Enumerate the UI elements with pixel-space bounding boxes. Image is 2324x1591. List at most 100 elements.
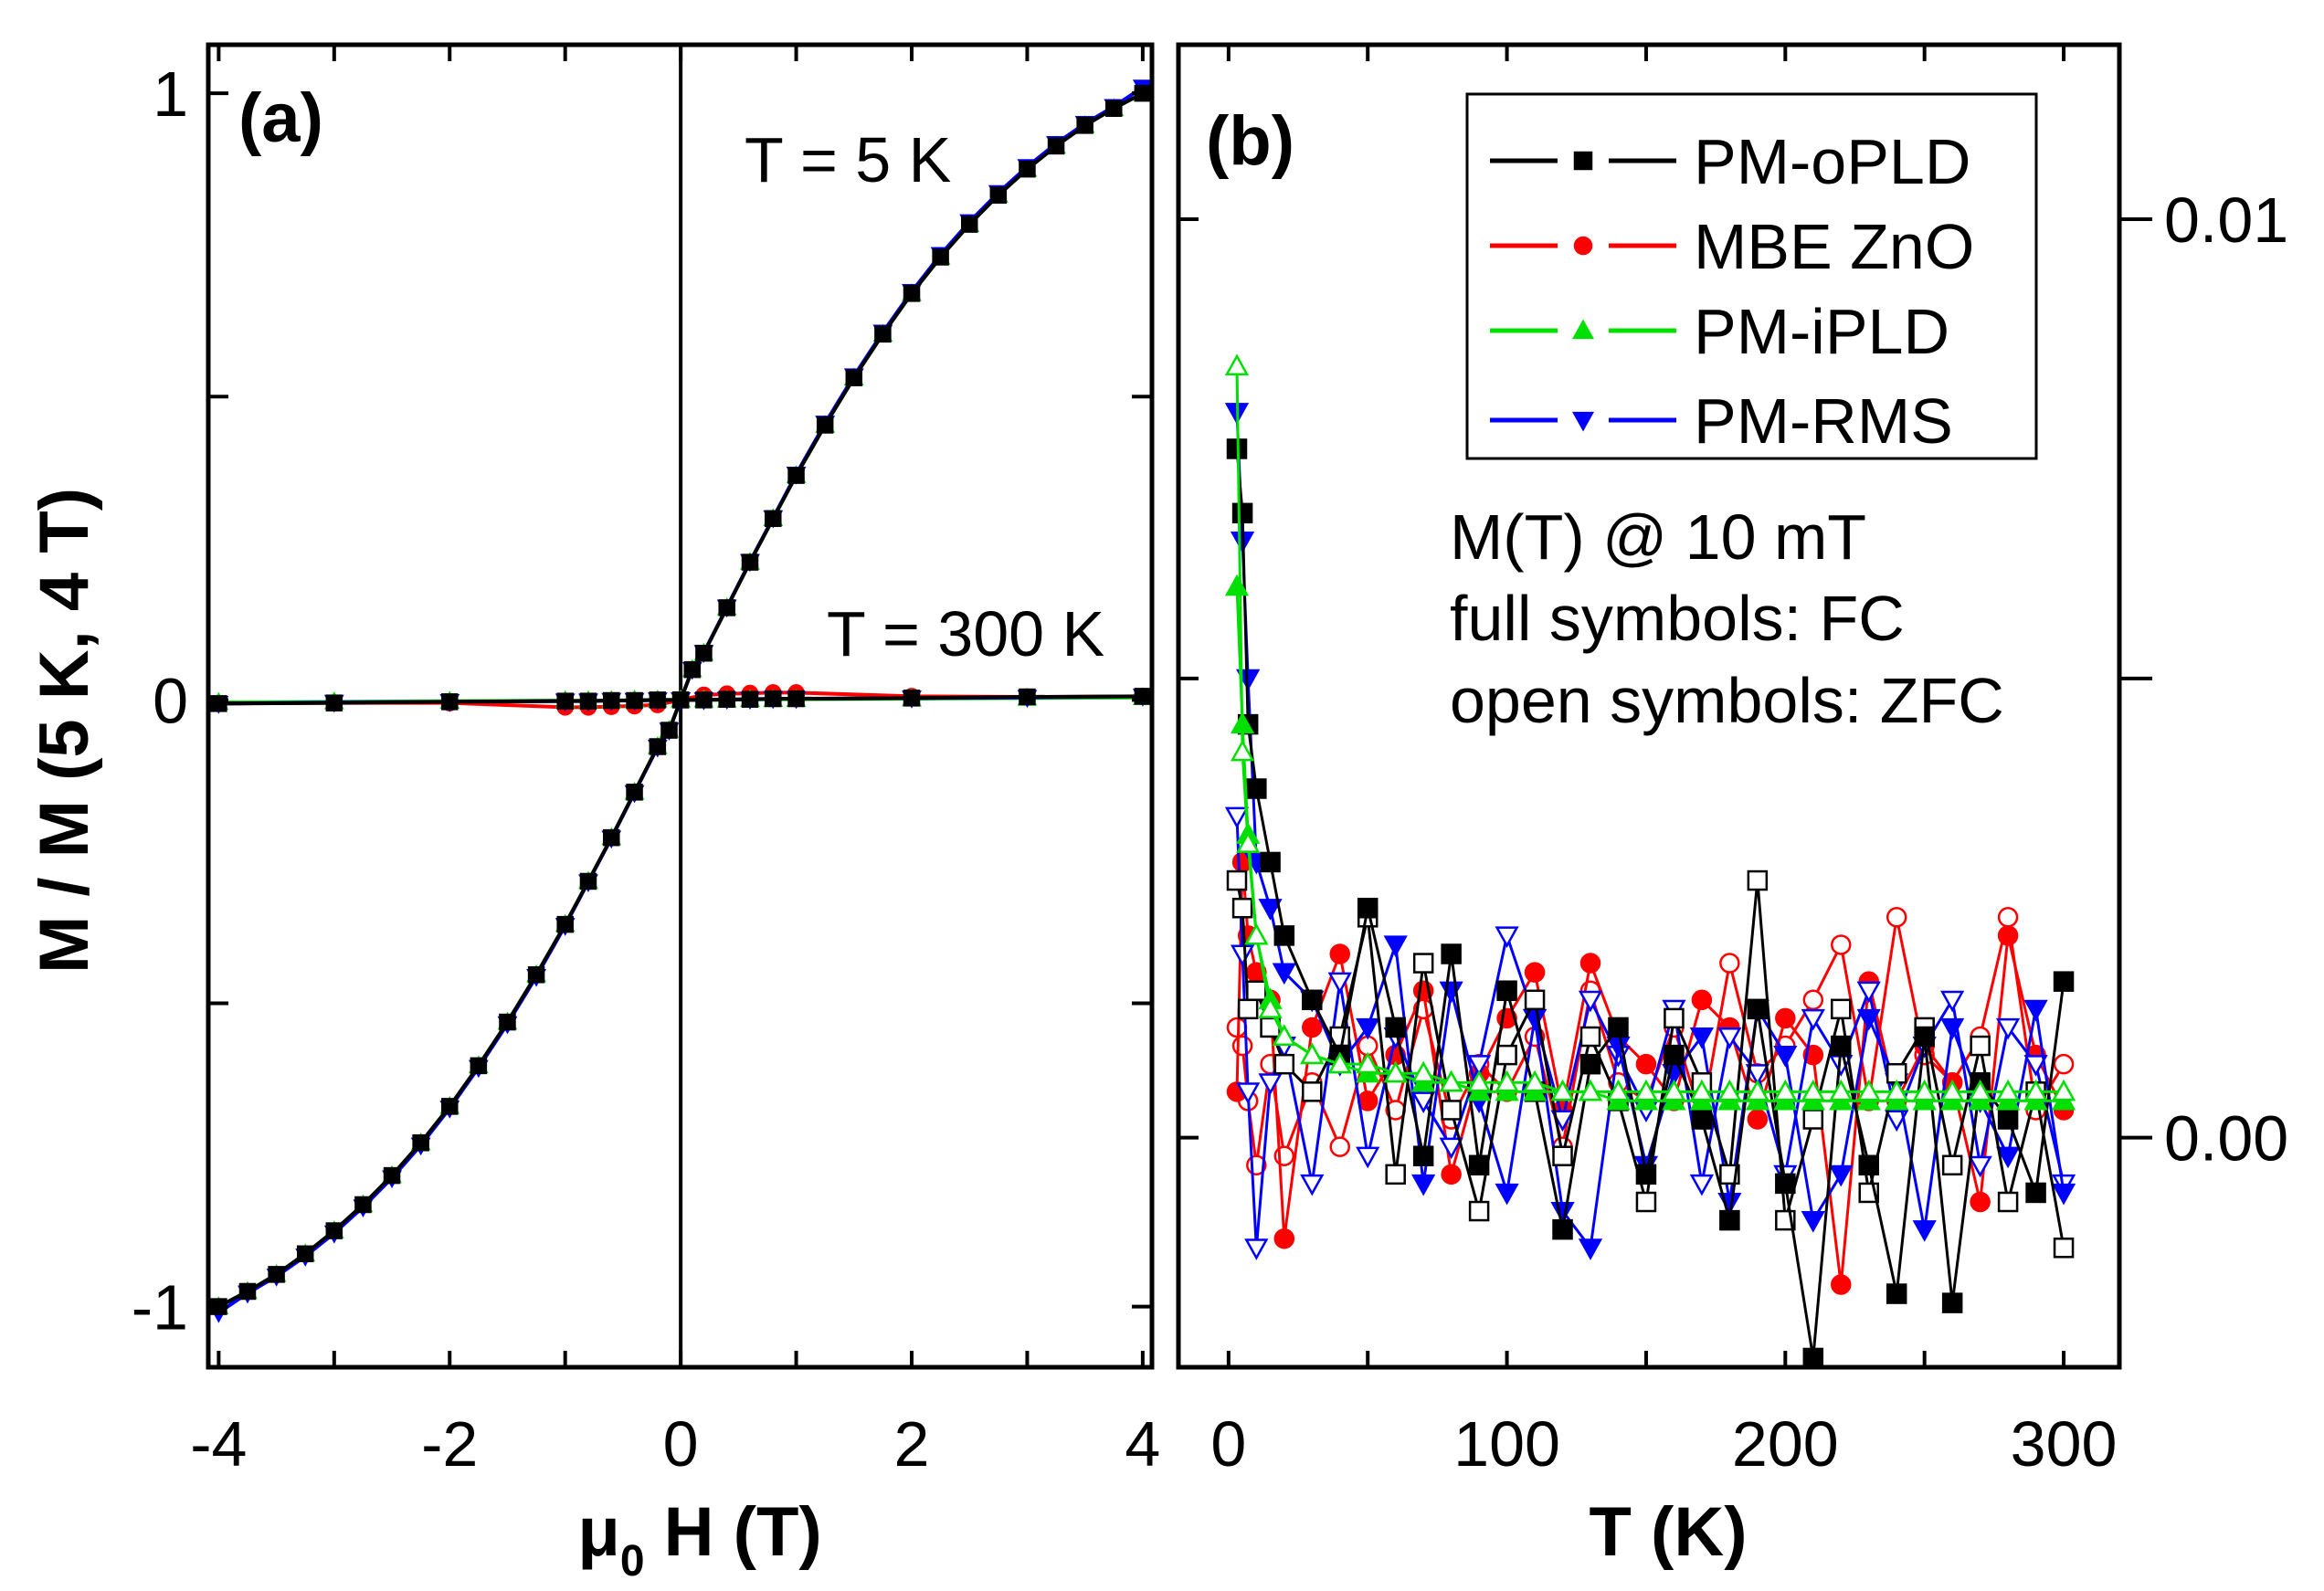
data-point: [845, 369, 863, 386]
data-point: [1224, 574, 1250, 596]
data-point: [1439, 1137, 1463, 1160]
data-point: [1829, 1164, 1854, 1187]
data-point: [1356, 1146, 1380, 1169]
data-point: [1524, 989, 1546, 1011]
data-point: [695, 691, 713, 709]
legend-label-pm-rms: PM-RMS: [1694, 385, 1953, 457]
data-point: [238, 1282, 257, 1301]
data-point: [1802, 1347, 1824, 1367]
legend-label-pm-ipld: PM-iPLD: [1694, 296, 1949, 367]
data-point: [1664, 1044, 1685, 1066]
data-point: [1439, 1069, 1463, 1092]
data-point: [1968, 1079, 1992, 1101]
y-tick-label: 0.00: [2164, 1103, 2288, 1175]
data-point: [1411, 1174, 1436, 1196]
data-point: [1273, 925, 1295, 946]
annotation-300k: T = 300 K: [827, 598, 1104, 669]
annotation-5k: T = 5 K: [745, 124, 951, 195]
data-point: [1801, 1211, 1825, 1233]
data-point: [1272, 963, 1296, 985]
data-point: [1635, 1191, 1657, 1213]
data-point: [1327, 972, 1352, 995]
data-point: [268, 1266, 285, 1283]
data-point: [1244, 1238, 1269, 1260]
data-point: [1273, 1227, 1295, 1249]
data-point: [1829, 1079, 1854, 1101]
data-point: [874, 325, 892, 343]
data-point: [1831, 1274, 1852, 1295]
data-point: [1231, 1035, 1253, 1057]
data-point: [1230, 739, 1255, 762]
x-tick-label: 4: [1125, 1408, 1160, 1480]
data-point: [1886, 907, 1907, 928]
data-point: [1801, 1079, 1825, 1101]
data-point: [2051, 1183, 2076, 1206]
data-point: [1831, 934, 1852, 955]
data-point: [556, 915, 574, 933]
data-point: [1468, 1200, 1490, 1222]
x-tick-label: 300: [2011, 1408, 2118, 1480]
data-point: [1300, 1042, 1325, 1065]
data-point: [1941, 1154, 1963, 1176]
data-point: [1019, 160, 1036, 178]
series-line: [1235, 880, 2065, 1249]
data-point: [816, 416, 834, 434]
data-point: [1383, 935, 1408, 958]
data-point: [1231, 897, 1253, 919]
y-tick-label: 1: [153, 58, 188, 130]
data-point: [1329, 1136, 1350, 1157]
data-point: [1302, 1081, 1323, 1102]
data-point: [1356, 1017, 1380, 1040]
data-point: [1635, 1164, 1657, 1185]
data-point: [2025, 1182, 2046, 1204]
data-point: [1258, 1073, 1283, 1095]
data-point: [1412, 953, 1434, 974]
data-point: [626, 784, 643, 801]
data-point: [1633, 1079, 1659, 1101]
data-point: [1224, 353, 1250, 375]
data-point: [1997, 907, 2019, 928]
x-tick-label: 0: [663, 1408, 699, 1480]
data-point: [1856, 981, 1881, 1004]
data-point: [296, 1245, 314, 1263]
data-point: [741, 690, 759, 708]
data-point: [1689, 1174, 1715, 1196]
data-point: [1441, 1100, 1462, 1121]
panel-a: (a) T = 5 K T = 300 K M / M (5 K, 4 T) μ…: [26, 42, 1160, 1586]
data-point: [1579, 953, 1601, 974]
data-point: [1579, 1053, 1601, 1075]
x-axis-title-b: T (K): [1589, 1493, 1747, 1571]
data-point: [1719, 953, 1740, 974]
data-point: [1858, 1154, 1879, 1176]
data-point: [903, 285, 921, 302]
data-point: [2053, 1238, 2075, 1259]
data-point: [1522, 1069, 1548, 1092]
panel-a-label: (a): [238, 79, 323, 157]
legend-pm-opld-marker: [1573, 151, 1593, 171]
data-point: [1468, 1154, 1490, 1176]
x-title-mu: μ: [577, 1493, 620, 1571]
data-point: [989, 186, 1008, 204]
data-point: [2023, 1079, 2048, 1101]
data-point: [765, 690, 782, 708]
data-point: [1886, 1283, 1907, 1304]
data-point: [1327, 1051, 1352, 1074]
data-point: [1236, 1082, 1261, 1104]
data-point: [1856, 1008, 1881, 1031]
data-point: [718, 599, 735, 616]
data-point: [1914, 1026, 1935, 1048]
data-point: [1689, 1079, 1715, 1101]
data-point: [1550, 1079, 1575, 1101]
data-point: [603, 691, 620, 710]
panel-b: (b) M(T) @ 10 mT full symbols: FC open s…: [1176, 42, 2288, 1571]
data-point: [1662, 1079, 1686, 1101]
data-point: [1747, 869, 1769, 891]
series-pm-opld-fc: [1226, 438, 2075, 1367]
data-point: [1606, 1079, 1631, 1101]
data-point: [1717, 1079, 1742, 1101]
data-point: [579, 872, 597, 890]
data-point: [1273, 1053, 1295, 1075]
data-point: [1258, 899, 1283, 921]
data-point: [1997, 925, 2019, 946]
data-point: [1244, 922, 1269, 945]
